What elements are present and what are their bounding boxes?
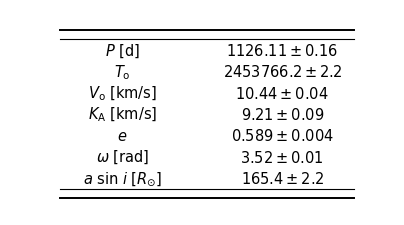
Text: $9.21 \pm 0.09$: $9.21 \pm 0.09$ bbox=[240, 106, 324, 122]
Text: $a$ sin $i$ [$R_{\odot}$]: $a$ sin $i$ [$R_{\odot}$] bbox=[83, 169, 162, 187]
Text: $e$: $e$ bbox=[117, 128, 128, 143]
Text: $T_{\mathrm{o}}$: $T_{\mathrm{o}}$ bbox=[114, 63, 131, 81]
Text: $1126.11 \pm 0.16$: $1126.11 \pm 0.16$ bbox=[226, 43, 338, 58]
Text: $165.4 \pm 2.2$: $165.4 \pm 2.2$ bbox=[241, 170, 324, 186]
Text: $2453766.2 \pm 2.2$: $2453766.2 \pm 2.2$ bbox=[223, 64, 342, 80]
Text: $10.44 \pm 0.04$: $10.44 \pm 0.04$ bbox=[236, 85, 329, 101]
Text: $\omega$ [rad]: $\omega$ [rad] bbox=[96, 148, 149, 166]
Text: $V_{\mathrm{o}}$ [km/s]: $V_{\mathrm{o}}$ [km/s] bbox=[88, 84, 157, 102]
Text: $P$ [d]: $P$ [d] bbox=[105, 42, 140, 59]
Text: $0.589 \pm 0.004$: $0.589 \pm 0.004$ bbox=[231, 128, 334, 144]
Text: $3.52 \pm 0.01$: $3.52 \pm 0.01$ bbox=[240, 149, 324, 165]
Text: $K_{\mathrm{A}}$ [km/s]: $K_{\mathrm{A}}$ [km/s] bbox=[88, 105, 157, 124]
